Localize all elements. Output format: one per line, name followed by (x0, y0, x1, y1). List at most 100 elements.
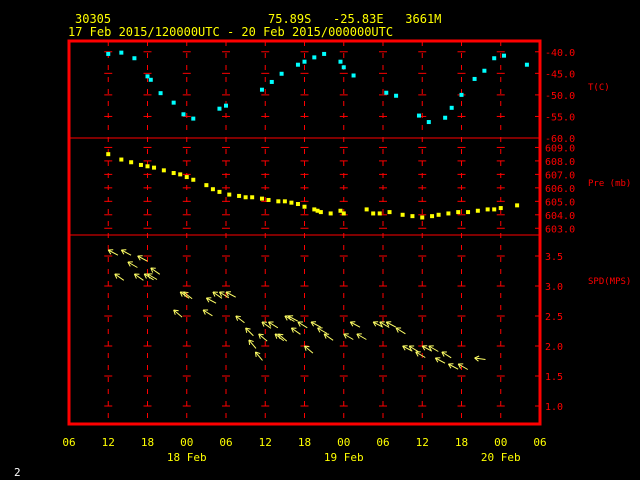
wind-arrow (290, 327, 301, 335)
y-tick-label: -45.0 (545, 69, 575, 80)
wind-arrow-head (173, 309, 179, 312)
date-label: 19 Feb (324, 451, 364, 464)
wind-arrow-shaft (379, 321, 390, 328)
temperature-point (295, 62, 300, 67)
wind-arrow-shaft (415, 351, 426, 358)
pressure-point (237, 193, 242, 198)
wind-arrow (379, 321, 390, 328)
pressure-point (312, 207, 317, 212)
wind-arrow-shaft (457, 363, 469, 370)
pressure-point (276, 199, 281, 204)
wind-arrow-shaft (297, 321, 308, 329)
wind-arrow (395, 327, 406, 335)
pressure-point (266, 197, 271, 202)
wind-arrow (356, 333, 367, 340)
wind-arrow-head (457, 363, 462, 369)
pressure-point (341, 211, 346, 216)
wind-arrow (310, 321, 321, 328)
wind-arrow-head (127, 261, 131, 267)
wind-arrow-shaft (356, 333, 367, 340)
temperature-point (312, 55, 317, 60)
wind-arrow-shaft (150, 267, 161, 275)
wind-arrow-head (219, 291, 223, 297)
temperature-point (132, 56, 137, 61)
time-range: 17 Feb 2015/120000UTC - 20 Feb 2015/0000… (68, 25, 393, 39)
y-tick-label: -40.0 (545, 48, 575, 59)
wind-arrow-shaft (310, 321, 321, 328)
wind-axis-label: SPD(MPS) (588, 277, 631, 287)
wind-arrow-head (179, 291, 183, 297)
wind-arrow-shaft (173, 309, 183, 318)
wind-arrow-head (225, 291, 229, 297)
grid-layer (69, 41, 540, 424)
wind-arrow-shaft (114, 273, 125, 281)
y-tick-label: 3.5 (545, 252, 563, 263)
x-tick-label: 12 (416, 436, 429, 449)
wind-arrow-shaft (291, 327, 301, 335)
pressure-point (161, 168, 166, 173)
pressure-point (485, 207, 490, 212)
wind-arrow-head (147, 273, 151, 279)
temperature-point (259, 87, 264, 92)
wind-arrow (317, 327, 328, 334)
pressure-point (515, 203, 520, 208)
pressure-point (259, 196, 264, 201)
wind-arrow (287, 315, 299, 322)
data-marks (106, 50, 529, 370)
temperature-point (119, 50, 124, 55)
wind-arrow-head (278, 333, 284, 336)
temperature-point (217, 106, 222, 111)
y-tick-label: 3.0 (545, 282, 563, 293)
wind-arrow (147, 273, 158, 280)
pressure-point (446, 211, 451, 216)
x-tick-label: 12 (259, 436, 272, 449)
x-tick-label: 18 (455, 436, 468, 449)
wind-arrow (107, 249, 119, 256)
pressure-point (204, 183, 209, 188)
y-tick-label: 603.0 (545, 224, 575, 235)
pressure-point (466, 210, 471, 215)
wind-arrow-shaft (147, 273, 158, 280)
wind-arrow-head (356, 333, 360, 339)
y-tick-label: -50.0 (545, 91, 575, 102)
wind-arrow (114, 273, 125, 281)
wind-arrow (447, 363, 459, 370)
temperature-point (502, 53, 507, 58)
pressure-point (210, 187, 215, 192)
temperature-point (158, 91, 163, 96)
wind-arrow-head (474, 357, 479, 362)
temperature-point (492, 56, 497, 61)
temperature-point (106, 51, 111, 56)
wind-arrow-head (248, 339, 254, 343)
date-label: 18 Feb (167, 451, 207, 464)
wind-arrow-shaft (225, 291, 236, 298)
wind-arrow-head (277, 333, 281, 339)
wind-arrow (133, 273, 144, 281)
pressure-point (387, 210, 392, 215)
wind-arrow-head (317, 327, 321, 333)
wind-arrow-shaft (261, 321, 272, 329)
pressure-point (377, 211, 382, 216)
wind-arrow-head (434, 357, 439, 363)
pressure-point (315, 208, 320, 213)
wind-arrow-head (258, 333, 264, 336)
wind-arrow-head (133, 273, 137, 279)
y-tick-label: 1.0 (545, 402, 563, 413)
temperature-point (302, 59, 307, 64)
pressure-point (217, 189, 222, 194)
wind-arrow (457, 363, 469, 370)
wind-arrow-head (402, 345, 406, 351)
wind-arrow-head (343, 333, 347, 339)
wind-arrow (254, 351, 263, 361)
temperature-point (181, 112, 186, 117)
wind-arrow (202, 309, 213, 317)
pressure-point (456, 210, 461, 215)
pressure-point (400, 212, 405, 217)
wind-arrow-head (287, 315, 292, 321)
wind-arrow (173, 309, 183, 318)
wind-arrow-head (235, 315, 239, 321)
pressure-point (282, 199, 287, 204)
temperature-point (524, 62, 529, 67)
wind-arrow (258, 333, 268, 342)
wind-arrow (225, 291, 236, 298)
